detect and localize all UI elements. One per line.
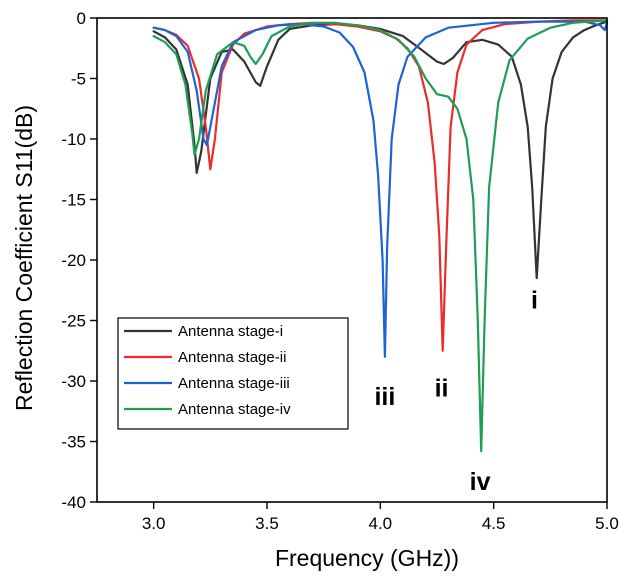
y-tick-label: -15 (61, 191, 86, 210)
y-tick-label: -20 (61, 251, 86, 270)
x-tick-label: 5.0 (595, 514, 619, 533)
x-tick-label: 4.0 (369, 514, 393, 533)
x-tick-label: 3.5 (255, 514, 279, 533)
y-tick-label: -5 (71, 70, 86, 89)
series-line-3 (152, 20, 609, 358)
y-tick-label: -25 (61, 312, 86, 331)
legend-items: Antenna stage-i Antenna stage-ii Antenna s… (124, 323, 291, 418)
legend-label: Antenna stage-iii (178, 375, 290, 392)
y-axis-title: Reflection Coefficient S11(dB) (11, 105, 37, 411)
x-axis-title: Frequency (GHz)) (275, 545, 459, 571)
legend-label: Antenna stage-i (178, 323, 283, 340)
legend-box (117, 317, 349, 430)
peak-label: iii (374, 383, 395, 411)
y-tick-label: -40 (61, 493, 86, 512)
peak-label: ii (435, 375, 449, 403)
x-tick-label: 3.0 (142, 514, 166, 533)
series-line-4 (152, 19, 609, 453)
x-axis-ticks: 3.0 3.5 4.0 4.5 5.0 (142, 502, 619, 533)
y-tick-label: -10 (61, 130, 86, 149)
series-layer (152, 19, 609, 453)
legend-label: Antenna stage-iv (178, 401, 291, 418)
series-line-1 (152, 20, 609, 280)
x-tick-label: 4.5 (482, 514, 506, 533)
legend: Antenna stage-i Antenna stage-ii Antenna s… (117, 317, 349, 430)
y-tick-label: -30 (61, 372, 86, 391)
peak-label: i (531, 286, 538, 314)
y-tick-label: 0 (77, 9, 86, 28)
legend-label: Antenna stage-ii (178, 349, 286, 366)
peak-label: iv (470, 468, 491, 496)
y-axis-ticks: 0 -5 -10 -15 -20 -25 -30 -35 -40 (61, 9, 97, 512)
y-tick-label: -35 (61, 433, 86, 452)
